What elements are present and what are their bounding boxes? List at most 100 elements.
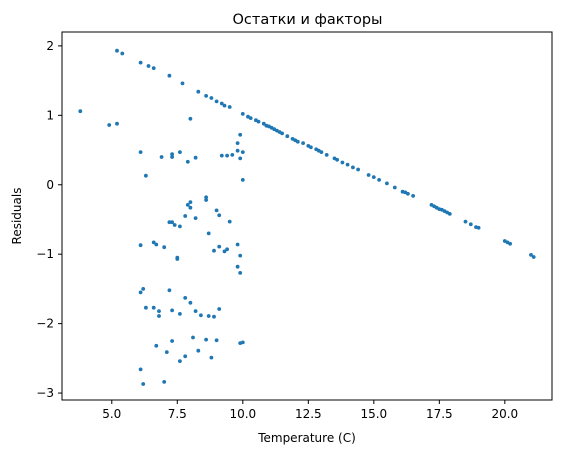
data-point — [411, 194, 415, 198]
data-point — [189, 206, 193, 210]
data-point — [139, 61, 143, 65]
data-point — [212, 249, 216, 253]
data-point — [170, 155, 174, 159]
data-point — [168, 74, 172, 78]
data-point — [215, 338, 219, 342]
data-point — [238, 157, 242, 161]
data-point — [141, 287, 145, 291]
data-point — [296, 140, 300, 144]
data-point — [448, 212, 452, 216]
data-point — [154, 243, 158, 247]
y-axis-ticks: −3 −2 −1 0 1 2 — [36, 39, 62, 400]
data-point — [141, 382, 145, 386]
data-point — [162, 245, 166, 249]
data-point — [477, 226, 481, 230]
data-point — [228, 105, 232, 109]
x-tick-label: 7.5 — [168, 407, 187, 421]
data-point — [377, 178, 381, 182]
data-point — [168, 288, 172, 292]
chart-title: Остатки и факторы — [233, 12, 383, 28]
data-point — [228, 220, 232, 224]
x-tick-label: 15.0 — [360, 407, 387, 421]
data-point — [351, 166, 355, 170]
data-point — [147, 64, 151, 68]
data-point — [210, 96, 214, 100]
data-point — [238, 254, 242, 258]
data-point — [173, 223, 177, 227]
data-point — [175, 256, 179, 260]
data-point — [207, 314, 211, 318]
data-point — [196, 90, 200, 94]
y-tick-label: 1 — [46, 108, 54, 122]
data-point — [341, 161, 345, 165]
data-point — [236, 265, 240, 269]
data-point — [236, 141, 240, 145]
data-point — [115, 49, 119, 53]
y-tick-label: −3 — [36, 386, 54, 400]
x-tick-label: 10.0 — [229, 407, 256, 421]
data-point — [189, 117, 193, 121]
data-point — [157, 309, 161, 313]
data-point — [189, 301, 193, 305]
data-point — [406, 192, 410, 196]
data-point — [157, 314, 161, 318]
data-point — [194, 216, 198, 220]
data-point — [199, 313, 203, 317]
data-point — [241, 150, 245, 154]
data-point — [139, 150, 143, 154]
data-point — [165, 350, 169, 354]
data-point — [225, 154, 229, 158]
data-point — [191, 336, 195, 340]
data-point — [181, 82, 185, 86]
data-point — [115, 122, 119, 126]
data-point — [204, 198, 208, 202]
data-point — [367, 173, 371, 177]
y-tick-label: −2 — [36, 317, 54, 331]
data-point — [356, 168, 360, 172]
x-tick-label: 17.5 — [426, 407, 453, 421]
data-points — [78, 49, 535, 386]
data-point — [107, 123, 111, 127]
data-point — [152, 306, 156, 310]
data-point — [183, 354, 187, 358]
data-point — [532, 255, 536, 259]
data-point — [257, 120, 261, 124]
data-point — [249, 116, 253, 120]
data-point — [320, 150, 324, 154]
data-point — [301, 141, 305, 145]
y-axis-label: Residuals — [10, 188, 24, 245]
data-point — [469, 222, 473, 226]
x-tick-label: 12.5 — [295, 407, 322, 421]
data-point — [215, 100, 219, 104]
data-point — [236, 149, 240, 153]
data-point — [241, 341, 245, 345]
y-tick-label: 2 — [46, 39, 54, 53]
data-point — [178, 225, 182, 229]
x-tick-label: 20.0 — [491, 407, 518, 421]
data-point — [162, 380, 166, 384]
data-point — [160, 155, 164, 159]
data-point — [285, 134, 289, 138]
data-point — [215, 209, 219, 213]
data-point — [335, 158, 339, 162]
data-point — [183, 214, 187, 218]
data-point — [225, 247, 229, 251]
data-point — [346, 163, 350, 167]
data-point — [236, 243, 240, 247]
data-point — [139, 368, 143, 372]
data-point — [152, 66, 156, 70]
data-point — [464, 220, 468, 224]
data-point — [309, 145, 313, 149]
data-point — [178, 150, 182, 154]
data-point — [385, 182, 389, 186]
data-point — [178, 312, 182, 316]
data-point — [508, 242, 512, 246]
data-point — [178, 359, 182, 363]
data-point — [186, 203, 190, 207]
data-point — [154, 344, 158, 348]
data-point — [223, 104, 227, 108]
data-point — [372, 175, 376, 179]
data-point — [120, 52, 124, 56]
data-point — [325, 153, 329, 157]
data-point — [170, 220, 174, 224]
